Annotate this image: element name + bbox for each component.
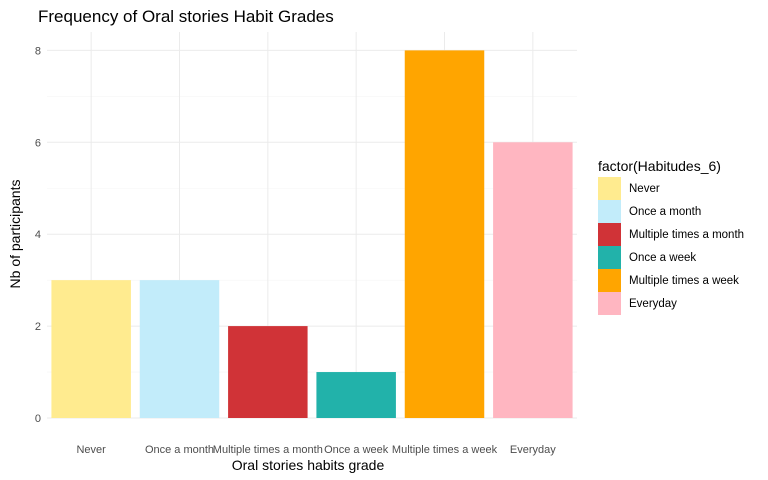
- x-tick-label: Multiple times a month: [213, 444, 323, 456]
- legend-label: Multiple times a week: [629, 275, 739, 287]
- x-tick-label: Everyday: [510, 444, 556, 456]
- y-axis-title: Nb of participants: [7, 180, 23, 289]
- bar-3: [228, 326, 308, 418]
- bar-6: [493, 142, 573, 419]
- legend-label: Multiple times a month: [629, 229, 744, 241]
- legend-entries: Never Once a month Multiple times a month O…: [598, 177, 744, 315]
- bar-2: [139, 280, 220, 418]
- legend-swatch: [598, 200, 621, 223]
- legend-swatch: [598, 177, 621, 200]
- x-tick-label: Never: [76, 444, 106, 456]
- y-axis-ticks: 0 2 4 6 8: [35, 45, 41, 425]
- bars: [51, 50, 573, 419]
- x-tick-label: Once a week: [324, 444, 389, 456]
- x-tick-label: Once a month: [145, 444, 214, 456]
- legend-swatch: [598, 292, 621, 315]
- bar-5: [404, 50, 485, 418]
- legend-title: factor(Habitudes_6): [598, 158, 721, 174]
- legend-swatch: [598, 223, 621, 246]
- x-axis-title: Oral stories habits grade: [232, 457, 385, 473]
- chart-title: Frequency of Oral stories Habit Grades: [38, 7, 334, 26]
- legend-label: Everyday: [629, 298, 677, 310]
- legend: factor(Habitudes_6) Never Once a month Mul…: [598, 158, 744, 315]
- x-tick-label: Multiple times a week: [392, 444, 498, 456]
- bar-1: [51, 280, 131, 418]
- y-tick-label: 8: [35, 45, 41, 57]
- bar-4: [316, 372, 396, 418]
- legend-label: Once a week: [629, 252, 696, 264]
- legend-swatch: [598, 269, 621, 292]
- y-tick-label: 4: [35, 229, 41, 241]
- legend-label: Never: [629, 183, 660, 195]
- y-tick-label: 6: [35, 137, 41, 149]
- y-tick-label: 2: [35, 321, 41, 333]
- legend-label: Once a month: [629, 206, 701, 218]
- legend-swatch: [598, 246, 621, 269]
- y-tick-label: 0: [35, 413, 41, 425]
